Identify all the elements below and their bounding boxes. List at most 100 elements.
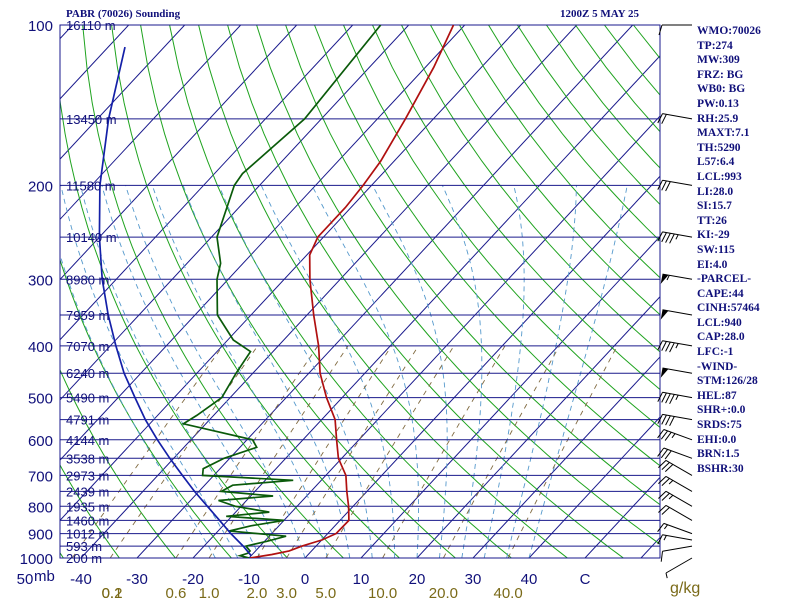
param-item: TH:5290 xyxy=(697,141,741,154)
param-item: SW:115 xyxy=(697,243,735,256)
param-item: -PARCEL- xyxy=(697,273,752,286)
param-item: MW:309 xyxy=(697,54,740,67)
wind-barb xyxy=(657,429,693,441)
temperature-tick-label: 30 xyxy=(465,571,482,588)
height-label: 1012 m xyxy=(66,527,109,542)
sounding-traces xyxy=(98,25,455,558)
temperature-unit-label: C xyxy=(580,571,591,588)
wind-barb xyxy=(657,522,693,535)
param-item: RH:25.9 xyxy=(697,112,739,125)
moist-adiabat-line xyxy=(483,185,525,558)
mixing-ratio-tick-label: 2.0 xyxy=(246,585,267,600)
mixing-ratio-tick-label: 1.0 xyxy=(199,585,220,600)
dry-adiabat-line xyxy=(140,25,456,558)
plot-frame xyxy=(59,24,661,559)
height-label: 5490 m xyxy=(66,391,109,406)
dry-adiabat-line xyxy=(227,25,624,558)
wind-barb xyxy=(660,273,693,284)
param-item: KI:-29 xyxy=(697,229,730,242)
isotherm-line xyxy=(360,235,660,558)
dry-adiabat-line xyxy=(60,258,232,558)
wind-barb xyxy=(658,24,692,36)
height-label: 7959 m xyxy=(66,308,109,323)
moist-adiabat-line xyxy=(218,185,373,558)
param-item: SHR+:0.0 xyxy=(697,404,746,417)
isotherm-line xyxy=(0,25,17,558)
param-item: PW:0.13 xyxy=(697,97,739,110)
moist-adiabat-line xyxy=(182,185,351,558)
isotherm-line xyxy=(60,25,522,522)
temperature-tick-label: -40 xyxy=(70,571,92,588)
temperature-tick-label: 40 xyxy=(521,571,538,588)
height-labels: 16110 m 13450 m 11580 m 10140 m 8980 m 7959 m… xyxy=(66,18,117,566)
isotherm-line xyxy=(304,175,660,558)
mixing-ratio-lines xyxy=(71,345,618,558)
isotherm-line xyxy=(60,25,186,160)
param-item: SRDS:75 xyxy=(697,419,742,432)
height-label: 1935 m xyxy=(66,499,109,514)
wind-barb xyxy=(665,557,693,579)
param-item: L57:6.4 xyxy=(697,156,735,169)
moist-adiabat-line xyxy=(125,185,306,558)
wind-barb xyxy=(657,391,693,405)
height-label: 10140 m xyxy=(66,230,117,245)
param-item: CAPE:44 xyxy=(697,287,744,300)
pressure-tick-label: 800 xyxy=(28,499,53,516)
isotherm-line xyxy=(80,25,578,558)
wind-barb xyxy=(658,459,693,476)
height-label: 3538 m xyxy=(66,451,109,466)
temperature-tick-label: 10 xyxy=(353,571,370,588)
height-label: 2439 m xyxy=(66,484,109,499)
height-label: 13450 m xyxy=(66,112,117,127)
temperature-tick-label: -10 xyxy=(238,571,260,588)
moist-adiabat-line xyxy=(101,185,284,558)
wind-barb xyxy=(658,475,693,492)
param-item: BRN:1.5 xyxy=(697,448,740,461)
height-label: 2973 m xyxy=(66,468,109,483)
temperature-tick-labels: 50 -40 -30 -20 -10 0 10 20 30 40 C xyxy=(17,571,591,588)
mixing-ratio-tick-label: 3.0 xyxy=(276,585,297,600)
mixing-ratio-unit: g/kg xyxy=(670,580,701,597)
pressure-tick-labels: 100 200 300 400 500 600 700 800 900 1000 xyxy=(20,18,53,568)
wind-barbs xyxy=(657,24,693,579)
isotherm-lines xyxy=(0,25,660,558)
wind-barb xyxy=(657,413,693,427)
wind-barb xyxy=(657,113,693,124)
pressure-tick-label: 500 xyxy=(28,391,53,408)
isotherm-line xyxy=(192,55,660,558)
moist-adiabat-line xyxy=(528,185,628,558)
height-label: 593 m xyxy=(66,539,102,554)
isotherm-line xyxy=(472,356,660,558)
param-item: -WIND- xyxy=(697,360,738,373)
pressure-tick-label: 100 xyxy=(28,18,53,35)
chart-datetime: 1200Z 5 MAY 25 xyxy=(560,8,639,20)
wind-barb xyxy=(660,367,693,378)
parcel-trace xyxy=(98,46,252,557)
temperature-tick-label: -30 xyxy=(126,571,148,588)
param-item: CAP:28.0 xyxy=(697,331,745,344)
wind-barb xyxy=(660,309,693,320)
pressure-tick-label: 400 xyxy=(28,339,53,356)
wind-barb xyxy=(657,179,693,192)
param-item: EI:4.0 xyxy=(697,258,728,271)
isotherm-line xyxy=(60,25,410,401)
height-label: 1460 m xyxy=(66,513,109,528)
pressure-tick-label: 700 xyxy=(28,468,53,485)
pressure-axis-label: mb xyxy=(34,568,55,585)
isobar-lines xyxy=(59,24,661,559)
wind-barb xyxy=(657,340,693,353)
temperature-tick-label: 20 xyxy=(409,571,426,588)
height-label: 4791 m xyxy=(66,413,109,428)
mixing-ratio-tick-label: 0.6 xyxy=(165,585,186,600)
param-item: TP:274 xyxy=(697,39,733,52)
param-item: WMO:70026 xyxy=(697,25,761,37)
param-item: HEL:87 xyxy=(697,389,737,402)
chart-title: PABR (70026) Sounding xyxy=(66,8,181,20)
isotherm-line xyxy=(60,25,242,221)
param-item: LCL:993 xyxy=(697,170,742,183)
moist-adiabat-line xyxy=(372,185,448,558)
mixing-ratio-tick-label: 0.1 xyxy=(102,585,123,600)
wind-barb xyxy=(657,231,693,244)
height-label: 16110 m xyxy=(66,18,116,33)
